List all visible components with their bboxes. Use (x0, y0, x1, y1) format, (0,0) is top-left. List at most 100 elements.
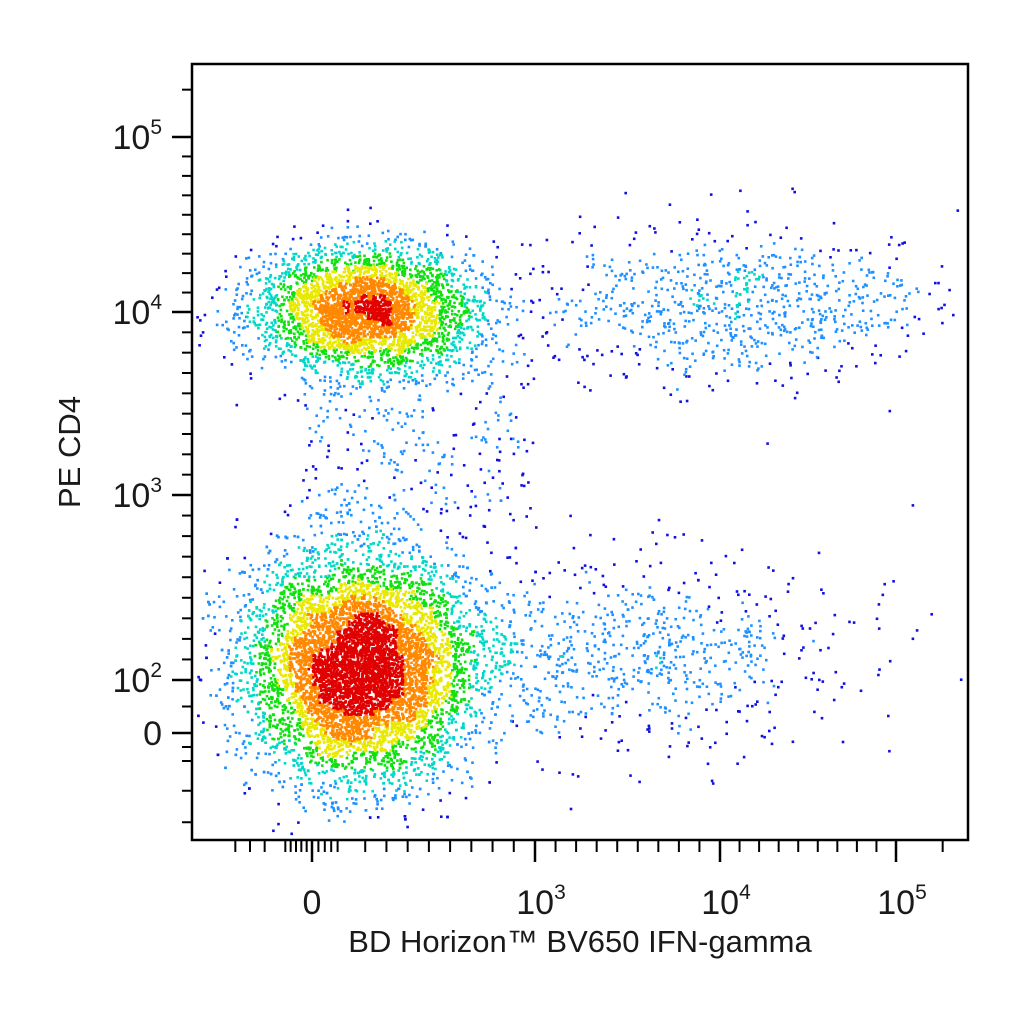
event-dot (294, 577, 297, 580)
event-dot (669, 319, 672, 322)
event-dot (256, 680, 259, 683)
event-dot (847, 326, 850, 329)
event-dot (350, 263, 353, 266)
event-dot (481, 584, 484, 587)
event-dot (434, 378, 437, 381)
event-dot (350, 781, 353, 784)
event-dot (358, 775, 361, 778)
event-dot (265, 282, 268, 285)
event-dot (654, 231, 657, 234)
event-dot (912, 638, 915, 641)
event-dot (548, 596, 551, 599)
event-dot (783, 653, 786, 656)
event-dot (570, 644, 573, 647)
event-dot (349, 785, 352, 788)
event-dot (276, 576, 279, 579)
event-dot (257, 310, 260, 313)
event-dot (483, 629, 486, 632)
event-dot (788, 342, 791, 345)
event-dot (592, 363, 595, 366)
event-dot (254, 773, 257, 776)
event-dot (288, 271, 291, 274)
event-dot (865, 334, 868, 337)
event-dot (704, 648, 707, 651)
event-dot (286, 345, 289, 348)
event-dot (278, 759, 281, 762)
event-dot (346, 377, 349, 380)
event-dot (437, 352, 440, 355)
event-dot (290, 361, 293, 364)
event-dot (257, 716, 260, 719)
event-dot (455, 575, 458, 578)
event-dot (259, 722, 262, 725)
event-dot (486, 541, 489, 544)
event-dot (611, 291, 614, 294)
event-dot (453, 434, 456, 437)
event-dot (374, 248, 377, 251)
event-dot (345, 807, 348, 810)
event-dot (662, 277, 665, 280)
event-dot (500, 499, 503, 502)
event-dot (703, 651, 706, 654)
event-dot (476, 673, 479, 676)
event-dot (604, 652, 607, 655)
event-dot (456, 298, 459, 301)
event-dot (660, 562, 663, 565)
event-dot (306, 572, 309, 575)
event-dot (273, 297, 276, 300)
event-dot (312, 261, 315, 264)
event-dot (729, 332, 732, 335)
event-dot (490, 327, 493, 330)
event-dot (748, 308, 751, 311)
event-dot (822, 680, 825, 683)
event-dot (315, 477, 318, 480)
event-dot (479, 709, 482, 712)
event-dot (480, 712, 483, 715)
event-dot (443, 454, 446, 457)
event-dot (283, 566, 286, 569)
event-dot (582, 697, 585, 700)
event-dot (290, 833, 293, 836)
event-dot (273, 619, 276, 622)
event-dot (675, 656, 678, 659)
event-dot (263, 728, 266, 731)
event-dot (421, 562, 424, 565)
event-dot (764, 262, 767, 265)
event-dot (418, 244, 421, 247)
event-dot (408, 246, 411, 249)
event-dot (721, 310, 724, 313)
event-dot (386, 536, 389, 539)
event-dot (402, 379, 405, 382)
event-dot (399, 268, 402, 271)
event-dot (271, 764, 274, 767)
event-dot (262, 731, 265, 734)
event-dot (282, 722, 285, 725)
event-dot (905, 350, 908, 353)
event-dot (414, 378, 417, 381)
event-dot (257, 327, 260, 330)
event-dot (684, 636, 687, 639)
event-dot (395, 575, 398, 578)
event-dot (259, 701, 262, 704)
event-dot (809, 341, 812, 344)
event-dot (489, 727, 492, 730)
event-dot (604, 658, 607, 661)
event-dot (621, 600, 624, 603)
event-dot (304, 364, 307, 367)
event-dot (813, 254, 816, 257)
event-dot (739, 293, 742, 296)
event-dot (330, 249, 333, 252)
event-dot (485, 664, 488, 667)
event-dot (577, 713, 580, 716)
event-dot (435, 570, 438, 573)
event-dot (259, 653, 262, 656)
event-dot (480, 625, 483, 628)
event-dot (834, 614, 837, 617)
event-dot (485, 441, 488, 444)
event-dot (677, 732, 680, 735)
event-dot (859, 320, 862, 323)
event-dot (768, 310, 771, 313)
event-dot (397, 769, 400, 772)
event-dot (399, 767, 402, 770)
event-dot (738, 710, 741, 713)
